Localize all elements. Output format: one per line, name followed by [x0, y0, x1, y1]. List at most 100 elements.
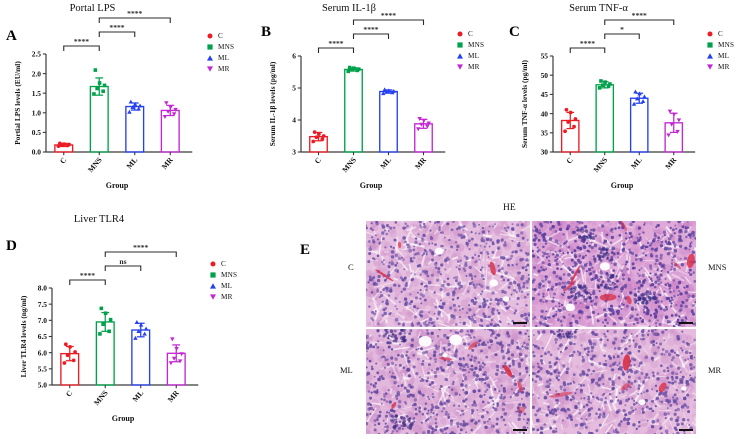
data-point-triangle-up-icon: [633, 89, 638, 94]
data-point-square-icon: [97, 81, 102, 85]
legend-item-mns[interactable]: MNS: [208, 269, 237, 280]
significance-label: ****: [127, 9, 142, 18]
data-point-triangle-down-icon: [171, 356, 177, 361]
panel-a-title: Portal LPS: [69, 3, 116, 14]
bar-mns: [89, 85, 109, 153]
legend-item-c[interactable]: C: [705, 28, 734, 39]
panel-b-letter: B: [261, 24, 272, 40]
panel-b-legend: C MNS ML MR: [455, 28, 484, 72]
data-point-circle-icon: [62, 361, 67, 365]
data-point-circle-icon: [572, 124, 576, 129]
significance-label: ns: [119, 257, 126, 266]
x-axis-title: Group: [611, 181, 634, 190]
y-tick-label: 50: [541, 71, 549, 80]
data-point-square-icon: [95, 86, 99, 91]
y-axis-title: Serum IL-1β levels (pg/ml): [268, 61, 277, 146]
legend-item-mns[interactable]: MNS: [705, 39, 734, 50]
data-point-square-icon: [108, 317, 113, 322]
y-tick-label: 7.0: [38, 316, 48, 325]
x-tick-label-ml: ML: [378, 156, 393, 171]
y-tick-label: 4: [292, 116, 296, 125]
data-point-square-icon: [103, 311, 108, 316]
panel-d: Liver TLR4 D 5.0 5.5 6.0 6.5 7.0 7.5 8.0 Liver …: [0, 210, 262, 439]
significance-bracket: *: [604, 25, 640, 39]
legend-marker-triangle-down-icon: [205, 65, 214, 73]
data-point-circle-icon: [321, 134, 326, 138]
x-tick-label-ml: ML: [125, 156, 140, 171]
y-tick-label: 55: [541, 52, 549, 61]
legend-label: C: [468, 29, 473, 38]
data-point-triangle-down-icon: [669, 122, 674, 127]
data-point-triangle-up-icon: [136, 329, 141, 334]
y-tick-label: 0.0: [32, 148, 42, 157]
y-tick-label: 2.0: [32, 69, 42, 78]
data-point-square-icon: [101, 89, 105, 94]
data-point-triangle-down-icon: [666, 133, 671, 138]
legend-item-c[interactable]: C: [205, 30, 234, 41]
data-point-triangle-up-icon: [137, 103, 143, 108]
legend-label: C: [218, 31, 223, 40]
legend-item-ml[interactable]: ML: [208, 280, 237, 291]
y-tick-label: 6.5: [38, 332, 48, 341]
y-axis-ticks: 30 35 40 45 50 55: [541, 52, 553, 157]
legend-marker-triangle-up-icon: [208, 282, 217, 290]
legend-item-ml[interactable]: ML: [705, 50, 734, 61]
data-point-triangle-down-icon: [425, 124, 430, 129]
bar-group-ml: [629, 89, 649, 153]
panel-b-plot: 3 4 5 6 Serum IL-1β levels (pg/ml) C MNS ML MR Gr…: [255, 0, 503, 200]
legend-label: ML: [218, 53, 230, 62]
bar-ml: [379, 90, 398, 153]
x-tick-label-c: C: [564, 156, 574, 166]
axes: [51, 288, 199, 386]
he-title: HE: [503, 203, 516, 213]
data-point-triangle-down-icon: [179, 352, 184, 357]
bar-group-mns: [344, 65, 363, 153]
data-point-square-icon: [599, 79, 603, 83]
panel-a-letter: A: [6, 28, 17, 44]
he-image-grid: [366, 221, 696, 434]
data-point-triangle-up-icon: [132, 101, 138, 106]
data-point-square-icon: [606, 84, 611, 89]
x-tick-label-mns: MNS: [86, 156, 104, 175]
scale-bar-c: [513, 321, 527, 324]
legend-item-c[interactable]: C: [455, 28, 484, 39]
legend-item-ml[interactable]: ML: [205, 52, 234, 63]
panel-c: Serum TNF-α C 30 35 40 45 50 55 Serum TNF-α le…: [503, 0, 750, 200]
legend-item-mr[interactable]: MR: [455, 61, 484, 72]
data-point-circle-icon: [68, 344, 72, 349]
legend-label: ML: [221, 281, 233, 290]
legend-item-ml[interactable]: ML: [455, 50, 484, 61]
data-point-triangle-up-icon: [391, 88, 396, 93]
data-point-triangle-down-icon: [165, 109, 171, 114]
bar-group-ml: [125, 99, 145, 153]
data-point-triangle-up-icon: [637, 91, 642, 96]
legend-item-c[interactable]: C: [208, 258, 237, 269]
data-point-triangle-down-icon: [168, 105, 173, 110]
legend-item-mr[interactable]: MR: [705, 61, 734, 72]
axes: [45, 54, 193, 153]
significance-label: ****: [381, 11, 396, 20]
legend-item-mr[interactable]: MR: [208, 291, 237, 302]
data-point-triangle-down-icon: [417, 116, 422, 121]
data-point-triangle-up-icon: [130, 105, 135, 110]
y-tick-label: 1.5: [32, 89, 42, 98]
data-point-triangle-up-icon: [128, 99, 134, 104]
legend-marker-square-icon: [208, 271, 217, 279]
data-point-triangle-up-icon: [138, 322, 144, 327]
legend-item-mr[interactable]: MR: [205, 63, 234, 74]
legend-item-mns[interactable]: MNS: [455, 39, 484, 50]
x-tick-label-ml: ML: [629, 156, 644, 171]
bar-group-mr: [160, 101, 180, 153]
panel-b: Serum IL-1β B 3 4 5 6 Serum IL-1β levels (pg…: [255, 0, 503, 200]
legend-marker-square-icon: [455, 41, 464, 49]
y-axis-title: Liver TLR4 levels (ng/ml): [19, 295, 28, 377]
legend-item-mns[interactable]: MNS: [205, 41, 234, 52]
x-tick-label-mns: MNS: [92, 389, 110, 408]
data-point-circle-icon: [71, 358, 76, 363]
he-image-c-render: [366, 221, 530, 327]
data-point-square-icon: [347, 65, 352, 70]
x-tick-label-mr: MR: [160, 155, 175, 171]
x-axis-title: Group: [112, 414, 135, 423]
panel-d-title: Liver TLR4: [73, 214, 125, 225]
x-tick-label-mr: MR: [413, 155, 428, 171]
